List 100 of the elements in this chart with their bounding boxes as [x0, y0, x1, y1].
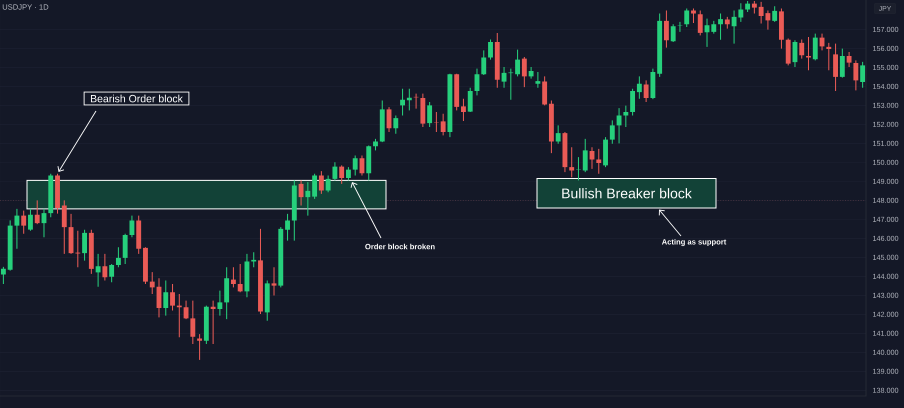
candlestick [393, 115, 398, 134]
candlestick [590, 147, 594, 169]
candlestick [732, 10, 737, 44]
candlestick [792, 40, 798, 68]
candlestick [156, 278, 162, 318]
candlestick [332, 162, 338, 180]
candlestick [109, 264, 114, 282]
candlestick [468, 88, 473, 112]
candlestick [826, 42, 832, 70]
candlestick [840, 48, 845, 78]
candlestick [102, 254, 108, 281]
candlestick [373, 138, 378, 150]
candlestick [272, 267, 276, 296]
candlestick [346, 167, 351, 180]
candlestick [414, 94, 419, 109]
candlestick [170, 284, 175, 311]
candlestick [163, 280, 168, 316]
candlestick [623, 106, 628, 128]
candlestick [380, 100, 385, 142]
candlestick [48, 174, 54, 218]
candlestick [386, 107, 392, 132]
candlestick [664, 10, 669, 48]
candlestick [285, 214, 290, 241]
candlestick [576, 157, 581, 180]
candlestick [765, 10, 770, 30]
candlestick [522, 56, 527, 88]
candlestick [454, 74, 460, 110]
candlestick [684, 8, 690, 27]
candlestick [548, 100, 554, 154]
candlestick [264, 280, 270, 321]
candlestick [528, 67, 534, 79]
candlestick [406, 88, 412, 110]
candlestick [630, 88, 636, 116]
candlestick [318, 171, 324, 194]
candlestick [603, 137, 608, 168]
candlestick [130, 216, 134, 238]
candlestick [82, 230, 88, 261]
candlestick [806, 37, 811, 70]
candlestick [738, 3, 744, 22]
candlestick [779, 8, 784, 49]
candlestick [21, 210, 26, 234]
candlestick [812, 34, 818, 60]
candlestick [122, 234, 128, 264]
annotation: Bearish Order block [90, 94, 183, 102]
candlestick [799, 40, 804, 59]
candlestick [55, 174, 60, 214]
candlestick [698, 10, 703, 36]
candlestick [68, 214, 74, 254]
candlestick [461, 98, 466, 121]
candlestick [360, 156, 364, 176]
candlestick [772, 6, 778, 22]
candlestick [670, 24, 676, 42]
candlestick [786, 38, 791, 66]
candlestick [636, 76, 642, 99]
candlestick [366, 145, 372, 180]
candlestick [447, 74, 452, 138]
candlestick [610, 120, 615, 144]
candlestick [96, 254, 101, 287]
candlestick [745, 0, 750, 12]
candlestick [197, 334, 202, 360]
candlestick [116, 247, 121, 268]
candlestick [34, 200, 40, 224]
candlestick [298, 180, 304, 206]
candlestick [184, 300, 188, 320]
candlestick [217, 290, 222, 316]
candlestick [339, 165, 344, 184]
candlestick [176, 294, 182, 338]
candlestick [718, 13, 723, 40]
candlestick [508, 68, 514, 100]
candlestick [704, 18, 710, 47]
candlestick [556, 125, 561, 144]
candlestick [258, 228, 263, 314]
candlestick [143, 247, 148, 284]
candlestick [846, 52, 852, 68]
candlestick [28, 208, 33, 231]
candlestick [190, 300, 196, 344]
candlestick [481, 50, 486, 76]
candlestick [150, 272, 155, 294]
candlestick [326, 175, 331, 192]
candlestick [724, 16, 730, 29]
candlestick [535, 72, 540, 88]
candlestick [400, 88, 405, 116]
candlestick [292, 180, 297, 241]
candlestick [494, 33, 500, 88]
candlestick [224, 267, 230, 320]
candlestick [820, 34, 824, 50]
candlestick [75, 230, 80, 268]
candlestick [210, 300, 216, 344]
candlestick [352, 156, 358, 176]
candlestick [596, 148, 602, 174]
candlestick [562, 132, 568, 172]
candlestick [582, 138, 588, 172]
candlestick [88, 230, 94, 274]
candlestick [278, 227, 284, 288]
candlestick [427, 102, 432, 128]
band-label: Bullish Breaker block [562, 188, 692, 198]
candlestick [474, 68, 480, 96]
candlestick [542, 76, 548, 106]
candlestick [616, 108, 622, 144]
candlestick [515, 50, 520, 76]
